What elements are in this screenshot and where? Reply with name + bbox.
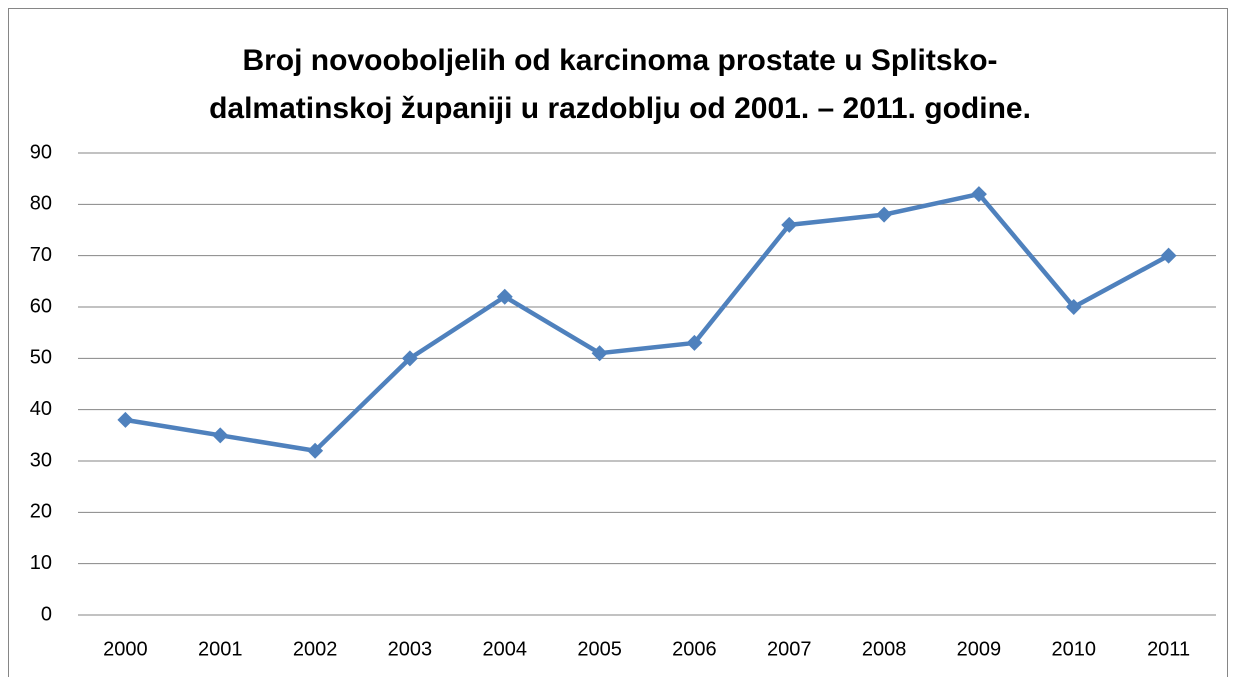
y-tick-label: 30 <box>30 449 52 471</box>
data-point <box>876 206 893 223</box>
data-point <box>401 350 418 367</box>
y-tick-label: 80 <box>30 193 52 215</box>
y-tick-label: 70 <box>30 244 52 266</box>
chart-frame <box>8 8 1228 677</box>
x-tick-label: 2001 <box>198 638 243 660</box>
y-tick-label: 90 <box>30 141 52 163</box>
data-point <box>307 442 324 459</box>
series-line <box>125 191 1170 453</box>
y-tick-label: 20 <box>30 501 52 523</box>
x-tick-label: 2008 <box>862 638 907 660</box>
y-tick-label: 50 <box>30 347 52 369</box>
data-point <box>686 334 703 351</box>
x-tick-label: 2011 <box>1147 638 1190 660</box>
x-tick-label: 2009 <box>957 638 1002 660</box>
x-tick-label: 2003 <box>388 638 433 660</box>
data-point <box>1160 247 1177 264</box>
y-tick-label: 10 <box>30 552 52 574</box>
y-tick-label: 40 <box>30 398 52 420</box>
x-tick-label: 2000 <box>103 638 148 660</box>
x-tick-label: 2010 <box>1052 638 1097 660</box>
y-tick-label: 60 <box>30 295 52 317</box>
data-point <box>970 186 987 203</box>
y-tick-label: 0 <box>41 603 52 625</box>
chart-title: Broj novooboljelih od karcinoma prostate… <box>242 44 997 77</box>
x-tick-label: 2004 <box>483 638 528 660</box>
data-point <box>591 345 608 362</box>
data-point <box>1065 299 1082 315</box>
x-tick-label: 2006 <box>672 638 717 660</box>
data-point <box>496 288 513 305</box>
x-tick-label: 2007 <box>767 638 812 660</box>
data-point <box>781 216 798 233</box>
data-point <box>117 411 134 428</box>
x-tick-label: 2005 <box>577 638 622 660</box>
chart-title: dalmatinskoj županiji u razdoblju od 200… <box>209 92 1031 125</box>
x-tick-label: 2002 <box>293 638 338 660</box>
data-point <box>212 427 229 444</box>
